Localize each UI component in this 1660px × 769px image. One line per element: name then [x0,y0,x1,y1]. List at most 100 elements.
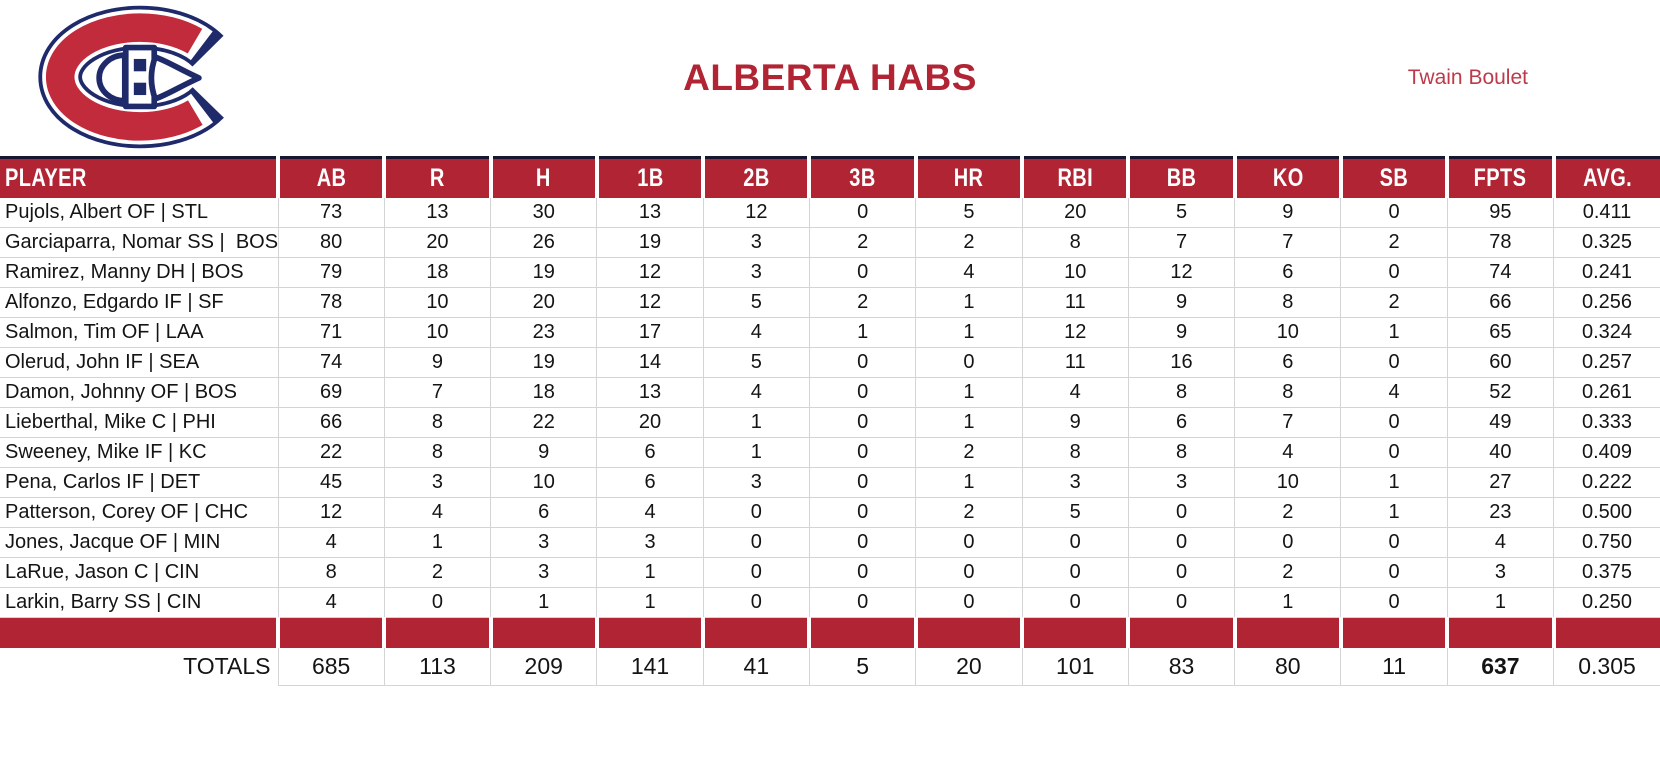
stat-cell: 30 [490,197,598,228]
stat-cell: 0 [809,377,917,408]
stat-cell: 7 [1234,227,1342,258]
stat-cell: 9 [384,347,492,378]
stat-cell: 18 [384,257,492,288]
table-row: LaRue, Jason C | CIN 8 2 3 1 0 0 0 0 0 2 0 3 0.375 [0,557,1660,588]
stat-cell: 13 [384,197,492,228]
stat-cell: 0 [1340,197,1448,228]
stat-cell: 0.261 [1553,377,1660,408]
totals-cell: 685 [278,647,385,686]
totals-cell: 20 [915,647,1023,686]
column-header-sb: SB [1338,156,1448,198]
separator-cell [1020,617,1129,648]
stat-cell: 16 [1128,347,1236,378]
stat-cell: 0.333 [1553,407,1660,438]
stat-cell: 1 [915,317,1023,348]
separator-cell [594,617,704,648]
stat-cell: 3 [490,527,598,558]
stat-cell: 0.222 [1553,467,1660,498]
stat-cell: 1 [915,287,1023,318]
column-header-label: RBI [1057,163,1094,192]
stat-cell: 0 [1128,557,1236,588]
stat-cell: 1 [703,407,810,438]
separator-cell [913,617,1023,648]
stat-cell: 1 [1340,467,1448,498]
totals-cell: 80 [1234,647,1342,686]
stat-cell: 0 [915,527,1023,558]
stat-cell: 13 [596,377,704,408]
table-row: Damon, Johnny OF | BOS 69 7 18 13 4 0 1 4 8 8 4 52 0.… [0,377,1660,408]
stat-cell: 20 [596,407,704,438]
stat-cell: 12 [1128,257,1236,288]
table-row: Pena, Carlos IF | DET 45 3 10 6 3 0 1 3 3 10 1 27 0.2… [0,467,1660,498]
table-row: Olerud, John IF | SEA 74 9 19 14 5 0 0 11 16 6 0 60 0… [0,347,1660,378]
stat-cell: 6 [596,437,704,468]
totals-cell: 0.305 [1553,647,1660,686]
stat-cell: 0.324 [1553,317,1660,348]
stat-cell: 3 [596,527,704,558]
stat-cell: 22 [278,437,385,468]
stat-cell: 65 [1447,317,1555,348]
stat-cell: 26 [490,227,598,258]
stat-cell: 13 [596,197,704,228]
column-header-bb: BB [1126,156,1235,198]
stat-cell: 11 [1022,287,1129,318]
stat-cell: 2 [1234,557,1342,588]
column-header-label: R [430,163,445,192]
stat-cell: 0 [915,587,1023,618]
table-row: Ramirez, Manny DH | BOS 79 18 19 12 3 0 4 10 12 6 0… [0,257,1660,288]
stat-cell: 0 [1340,257,1448,288]
table-row: Alfonzo, Edgardo IF | SF 78 10 20 12 5 2 1 11 9 8 2… [0,287,1660,318]
table-row: Larkin, Barry SS | CIN 4 0 1 1 0 0 0 0 0 1 0 1 0.250 [0,587,1660,618]
stat-cell: 71 [278,317,385,348]
column-header-label: PLAYER [5,163,87,192]
stat-cell: 0.750 [1553,527,1660,558]
stat-cell: 0 [1340,527,1448,558]
stat-cell: 1 [1340,317,1448,348]
stat-cell: 22 [490,407,598,438]
stat-cell: 3 [1022,467,1129,498]
column-header-hr: HR [913,156,1023,198]
separator-cell [701,617,810,648]
stat-cell: 0 [809,197,917,228]
stat-cell: 74 [1447,257,1555,288]
stat-cell: 3 [1128,467,1236,498]
stat-cell: 4 [596,497,704,528]
column-header-label: BB [1166,163,1197,192]
stat-cell: 2 [809,227,917,258]
stat-cell: 0 [809,437,917,468]
stat-cell: 3 [703,467,810,498]
stat-cell: 95 [1447,197,1555,228]
stat-cell: 12 [703,197,810,228]
totals-cell: 113 [384,647,492,686]
player-cell: Pujols, Albert OF | STL [0,197,279,228]
stat-cell: 4 [1447,527,1555,558]
column-header-avg: AVG. [1551,156,1660,198]
stat-cell: 74 [278,347,385,378]
stat-cell: 1 [703,437,810,468]
stat-cell: 0 [809,497,917,528]
table-row: Patterson, Corey OF | CHC 12 4 6 4 0 0 2 5 0 2 1 23 0… [0,497,1660,528]
player-cell: Salmon, Tim OF | LAA [0,317,279,348]
stat-cell: 2 [915,497,1023,528]
stat-cell: 78 [1447,227,1555,258]
stat-cell: 2 [1340,227,1448,258]
column-header-1b: 1B [594,156,704,198]
stat-cell: 2 [809,287,917,318]
stat-cell: 0 [703,587,810,618]
column-header-rbi: RBI [1020,156,1129,198]
stat-cell: 10 [384,287,492,318]
player-cell: Garciaparra, Nomar SS | BOS [0,227,279,258]
player-cell: Ramirez, Manny DH | BOS [0,257,279,288]
stat-cell: 20 [490,287,598,318]
table-row: Lieberthal, Mike C | PHI 66 8 22 20 1 0 1 9 6 7 0 49… [0,407,1660,438]
column-header-3b: 3B [807,156,916,198]
totals-cell: 41 [703,647,810,686]
totals-cell: 83 [1128,647,1236,686]
stat-cell: 6 [490,497,598,528]
stat-cell: 0 [809,407,917,438]
stat-cell: 10 [384,317,492,348]
column-header-2b: 2B [701,156,810,198]
stat-cell: 10 [1234,467,1342,498]
stat-cell: 0.375 [1553,557,1660,588]
stat-cell: 8 [384,437,492,468]
